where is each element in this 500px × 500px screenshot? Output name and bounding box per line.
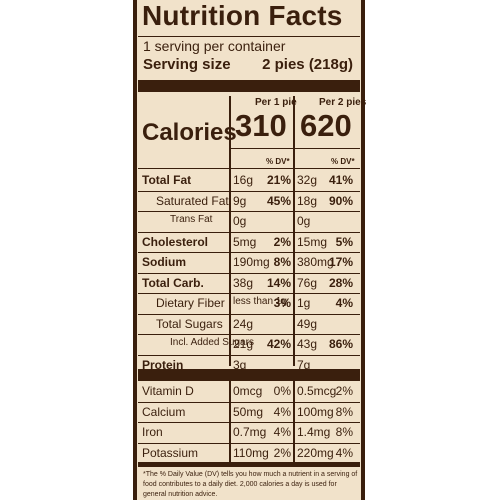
amount-per-1: 5mg xyxy=(233,234,257,249)
row-divider xyxy=(138,272,360,274)
calories-per-2: 620 xyxy=(300,108,352,143)
nutrient-label: Total Carb. xyxy=(142,275,204,290)
dv-per-2: 4% xyxy=(335,445,353,460)
row-divider xyxy=(138,334,360,335)
amount-per-2: 49g xyxy=(297,316,318,331)
dv-per-1: 2% xyxy=(273,234,291,249)
dv-per-1: 4% xyxy=(273,425,291,439)
amount-per-2: 18g xyxy=(297,193,318,208)
dv-per-2: 2% xyxy=(335,384,353,398)
nutrient-label: Dietary Fiber xyxy=(156,296,225,310)
dv-header-1: % DV* xyxy=(266,157,290,166)
nutrient-label: Potassium xyxy=(142,445,199,460)
footnote: *The % Daily Value (DV) tells you how mu… xyxy=(143,471,358,498)
dv-per-1: 4% xyxy=(273,404,291,419)
nutrient-label: Protein xyxy=(142,357,184,372)
amount-per-2: 220mg xyxy=(297,445,334,460)
column-divider xyxy=(229,96,231,366)
amount-per-1: 38g xyxy=(233,275,254,290)
dv-per-1: 0% xyxy=(273,384,291,398)
dv-per-2: 5% xyxy=(335,234,353,249)
dv-header-2: % DV* xyxy=(331,157,355,166)
row-divider xyxy=(138,313,360,315)
row-divider xyxy=(138,252,360,253)
nutrient-label: Sodium xyxy=(142,255,186,269)
nutrient-label: Incl. Added Sugars xyxy=(170,337,254,348)
amount-per-2: 76g xyxy=(297,275,318,290)
amount-per-2: 0g xyxy=(297,214,311,228)
nutrient-label: Cholesterol xyxy=(142,234,209,249)
row-divider xyxy=(138,442,360,444)
nutrient-label: Iron xyxy=(142,425,163,439)
nutrient-label: Total Sugars xyxy=(156,316,223,331)
nutrient-label: Vitamin D xyxy=(142,384,194,398)
col1-header: Per 1 pie xyxy=(255,97,297,108)
divider xyxy=(138,168,360,169)
dv-per-1: 14% xyxy=(266,275,291,290)
row-divider xyxy=(138,401,360,403)
amount-per-1: 3g xyxy=(233,357,247,372)
dv-per-2: 4% xyxy=(335,296,353,310)
amount-per-2: 380mg xyxy=(297,255,334,269)
servings-per-container: 1 serving per container xyxy=(143,38,286,54)
divider xyxy=(138,36,360,37)
dv-per-1: 8% xyxy=(273,255,291,269)
dv-per-2: 86% xyxy=(328,337,353,351)
row-divider xyxy=(138,211,360,212)
amount-per-2: 43g xyxy=(297,337,318,351)
nutrient-label: Total Fat xyxy=(142,173,192,187)
dv-per-1: 21% xyxy=(266,173,291,187)
dv-per-1: 42% xyxy=(266,337,291,351)
amount-per-2: 0.5mcg xyxy=(297,384,337,398)
dv-per-2: 90% xyxy=(328,193,353,208)
col2-header: Per 2 pies xyxy=(319,97,367,108)
row-divider xyxy=(138,190,360,192)
nutrient-label: Trans Fat xyxy=(170,214,213,225)
amount-per-1: 21g xyxy=(233,337,254,351)
dv-per-2: 41% xyxy=(328,173,353,187)
dv-per-1: 45% xyxy=(266,193,291,208)
amount-per-1: 0.7mg xyxy=(233,425,267,439)
dv-per-1: 2% xyxy=(273,445,291,460)
thick-divider xyxy=(138,80,360,92)
amount-per-1: 0g xyxy=(233,214,247,228)
row-divider xyxy=(138,231,360,233)
calories-label: Calories xyxy=(142,119,237,146)
amount-per-1: 24g xyxy=(233,316,254,331)
dv-per-2: 8% xyxy=(335,425,353,439)
amount-per-2: 1.4mg xyxy=(297,425,331,439)
row-divider xyxy=(138,422,360,423)
nutrition-facts-panel: Nutrition Facts 1 serving per container … xyxy=(133,0,367,500)
row-divider xyxy=(138,354,360,356)
amount-per-2: 100mg xyxy=(297,404,334,419)
dv-per-2: 8% xyxy=(335,404,353,419)
dv-per-1: 3% xyxy=(273,296,291,310)
amount-per-1: 110mg xyxy=(233,445,269,460)
amount-per-2: 32g xyxy=(297,173,318,187)
row-divider xyxy=(138,293,360,294)
dv-per-2: 28% xyxy=(328,275,353,290)
thick-divider xyxy=(138,369,360,381)
column-divider xyxy=(293,96,295,366)
amount-per-1: 0mcg xyxy=(233,384,263,398)
dv-per-2: 17% xyxy=(328,255,353,269)
amount-per-2: 15mg xyxy=(297,234,328,249)
amount-per-1: 9g xyxy=(233,193,247,208)
nutrient-label: Calcium xyxy=(142,404,186,419)
serving-size-label: Serving size xyxy=(143,56,231,73)
amount-per-2: 1g xyxy=(297,296,311,310)
calories-per-1: 310 xyxy=(235,108,287,143)
amount-per-1: 16g xyxy=(233,173,254,187)
amount-per-1: 190mg xyxy=(233,255,270,269)
serving-size-value: 2 pies (218g) xyxy=(262,56,353,73)
medium-divider xyxy=(138,462,360,467)
amount-per-1: 50mg xyxy=(233,404,264,419)
nutrient-label: Saturated Fat xyxy=(156,193,229,208)
panel-title: Nutrition Facts xyxy=(142,0,343,31)
amount-per-2: 7g xyxy=(297,357,311,372)
amount-per-1: less than 1g xyxy=(233,296,287,307)
